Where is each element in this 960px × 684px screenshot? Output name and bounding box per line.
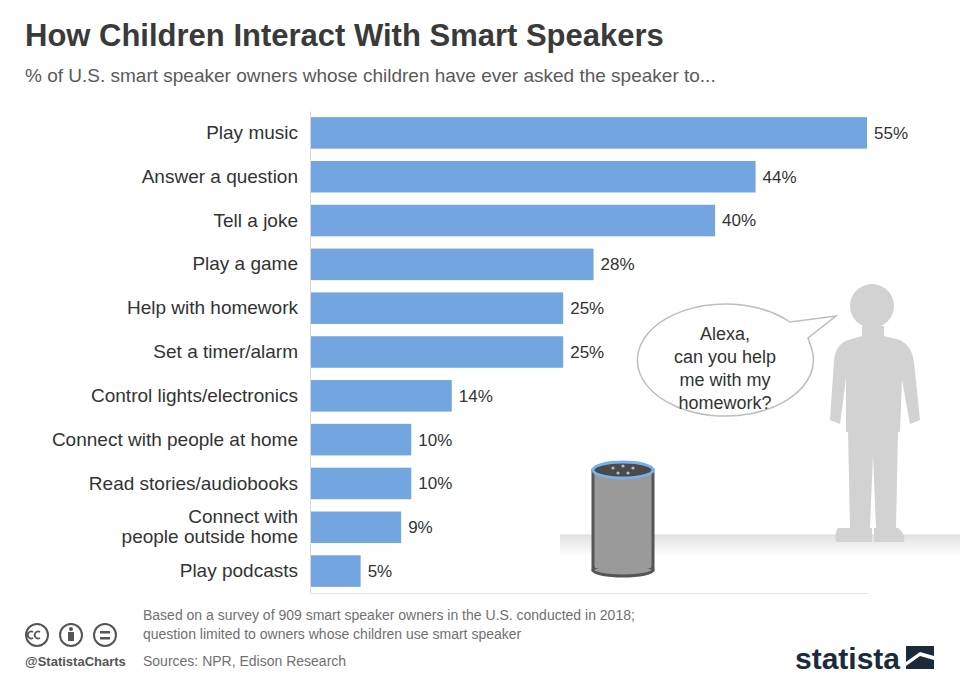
- tick: Tell a joke: [214, 210, 299, 231]
- tick-label: Play a game: [192, 253, 298, 274]
- tick: Read stories/audiobooks: [89, 473, 298, 494]
- bar: [310, 555, 361, 587]
- tick-label: Play music: [206, 122, 298, 143]
- bar: [310, 336, 563, 368]
- annotation: Alexa,: [700, 324, 750, 344]
- bar: [310, 249, 594, 281]
- tick-label: Play podcasts: [180, 560, 298, 581]
- tick: Answer a question: [142, 166, 298, 187]
- bar: [310, 468, 411, 500]
- license-nd: [100, 631, 110, 634]
- note: Based on a survey of 909 smart speaker o…: [143, 607, 635, 623]
- speaker-dot: [616, 471, 619, 474]
- child-body: [830, 326, 920, 432]
- data-label: 25%: [570, 299, 604, 318]
- license-icons: [26, 624, 116, 646]
- data-label: 9%: [408, 518, 433, 537]
- tick: Play a game: [192, 253, 298, 274]
- tick: Control lights/electronics: [91, 385, 298, 406]
- y-axis-line: [310, 112, 311, 594]
- license-cc: [28, 632, 40, 639]
- bar: [310, 511, 401, 543]
- notes: Based on a survey of 909 smart speaker o…: [143, 607, 635, 642]
- annotation: can you help: [674, 347, 776, 367]
- child-shoes: [835, 528, 904, 542]
- speaker-dot: [626, 471, 629, 474]
- data-labels: 55% 44% 40% 28% 25% 25% 14% 10% 10% 9% 5%: [368, 124, 908, 581]
- tick-label: Read stories/audiobooks: [89, 473, 298, 494]
- tick-label: Tell a joke: [214, 210, 299, 231]
- bar: [310, 292, 563, 324]
- logo-text: statista: [795, 642, 900, 675]
- x-axis: [311, 593, 868, 594]
- logo-stripe: [906, 652, 934, 666]
- note: question limited to owners whose childre…: [143, 626, 522, 642]
- license-circle: [26, 624, 48, 646]
- chart: How Children Interact With Smart Speaker…: [0, 0, 960, 684]
- title: How Children Interact With Smart Speaker…: [25, 18, 664, 53]
- source: Sources: NPR, Edison Research: [143, 653, 346, 669]
- tick: Connect with people at home: [52, 429, 298, 450]
- tick-label: Answer a question: [142, 166, 298, 187]
- license-by-head: [69, 627, 73, 631]
- tick: Help with homework: [127, 297, 299, 318]
- logo-box: [906, 646, 934, 669]
- y-axis: Play music Answer a question Tell a joke Pl…: [52, 112, 311, 594]
- tick: Connect withpeople outside home: [122, 506, 298, 547]
- speaker-fill: [595, 470, 651, 568]
- data-label: 14%: [459, 387, 493, 406]
- bar: [310, 205, 715, 237]
- tick: Play music: [206, 122, 298, 143]
- child-silhouette: [830, 284, 920, 542]
- child-legs: [848, 430, 898, 528]
- data-label: 44%: [763, 168, 797, 187]
- data-label: 40%: [722, 211, 756, 230]
- speaker-dot: [611, 466, 614, 469]
- annotation: homework?: [678, 393, 771, 413]
- speaker-dot: [631, 466, 634, 469]
- tick-label: Connect withpeople outside home: [122, 506, 298, 547]
- tick-label: Connect with people at home: [52, 429, 298, 450]
- bar: [310, 380, 452, 412]
- bubble-shape: [637, 304, 836, 416]
- credit: @StatistaCharts: [25, 654, 126, 669]
- bar: [310, 117, 867, 149]
- license-circle: [94, 624, 116, 646]
- tick-label: Help with homework: [127, 297, 299, 318]
- bar: [310, 424, 411, 456]
- data-label: 10%: [418, 474, 452, 493]
- speaker-top: [593, 462, 653, 478]
- speaker-body: [593, 470, 653, 570]
- subtitle: % of U.S. smart speaker owners whose chi…: [25, 65, 716, 86]
- child-head: [850, 284, 894, 328]
- speech-bubble: Alexa, can you help me with my homework?: [637, 304, 836, 416]
- license-by-body: [68, 632, 74, 641]
- bars: [310, 117, 867, 587]
- speaker-dot: [621, 464, 624, 467]
- speaker-icon: [593, 462, 653, 576]
- tick: Play podcasts: [180, 560, 298, 581]
- data-label: 55%: [874, 124, 908, 143]
- x-axis-line: [311, 593, 868, 594]
- tick: Set a timer/alarm: [153, 341, 298, 362]
- data-label: 5%: [368, 562, 393, 581]
- logo-icon: [906, 646, 934, 669]
- data-label: 28%: [601, 255, 635, 274]
- license-circle: [60, 624, 82, 646]
- license-nd: [100, 637, 110, 640]
- bar: [310, 161, 756, 193]
- data-label: 10%: [418, 431, 452, 450]
- annotation: me with my: [679, 370, 770, 390]
- tick-label: Set a timer/alarm: [153, 341, 298, 362]
- tick-label: Control lights/electronics: [91, 385, 298, 406]
- data-label: 25%: [570, 343, 604, 362]
